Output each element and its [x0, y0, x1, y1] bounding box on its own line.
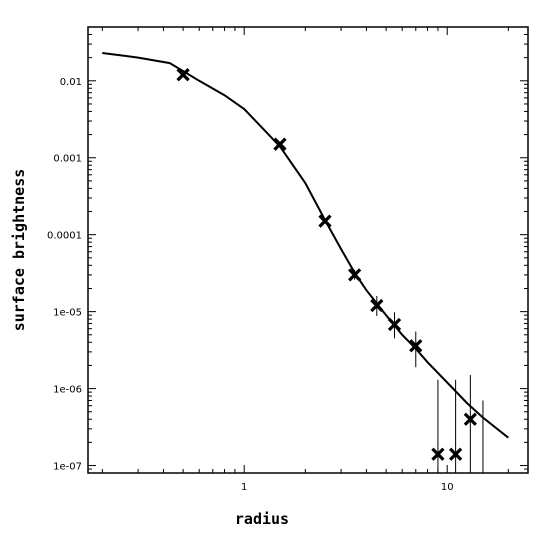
y-tick-label: 1e-07: [53, 462, 82, 473]
data-point-marker: [348, 268, 362, 282]
model-curve: [102, 52, 509, 439]
x-axis-ticks: 1 10: [101, 27, 509, 493]
data-point-marker: [409, 339, 423, 353]
data-point-marker: [463, 412, 477, 426]
data-point-marker: [448, 447, 463, 461]
x-tick-label: 10: [441, 482, 454, 493]
data-point-marker: [370, 298, 384, 313]
y-tick-label: 1e-06: [53, 385, 82, 396]
data-point-marker: [387, 317, 402, 332]
plot-frame: [87, 26, 529, 474]
data-point-marker: [431, 447, 445, 461]
y-tick-label: 0.0001: [47, 231, 82, 242]
data-point-marker: [318, 214, 332, 228]
y-tick-label: 0.01: [60, 77, 82, 88]
y-tick-label: 1e-05: [53, 308, 82, 319]
data-point-marker: [176, 68, 190, 82]
y-axis-ticks: 0.01 0.001 0.0001 1e-05 1e-06 1e-07: [47, 26, 528, 474]
x-tick-label: 1: [241, 482, 247, 493]
series-layer: [102, 52, 509, 473]
y-tick-label: 0.001: [53, 154, 82, 165]
y-axis-title: surface brightness: [10, 169, 28, 332]
data-point-marker: [273, 137, 287, 151]
x-axis-title: radius: [235, 510, 289, 528]
